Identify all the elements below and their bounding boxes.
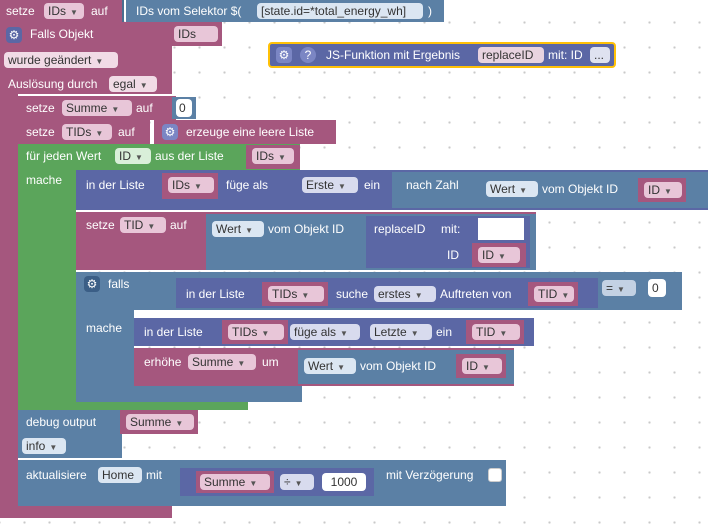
update-var-dropdown[interactable]: Summe ▼	[200, 474, 270, 490]
set-tids-setze: setze	[26, 125, 55, 139]
set-tid-var-dropdown[interactable]: TID ▼	[120, 217, 166, 233]
set-tid-value-dropdown[interactable]: Wert ▼	[212, 221, 264, 237]
set-tid-auf: auf	[170, 218, 187, 232]
js-gear-icon[interactable]: ⚙	[276, 47, 292, 63]
insert1-of-obj: vom Objekt ID	[542, 182, 619, 196]
update-delay-label: mit Verzögerung	[386, 468, 474, 482]
increment-var-dropdown[interactable]: Summe ▼	[188, 354, 256, 370]
foreach-var-dropdown[interactable]: ID ▼	[115, 148, 151, 164]
insert2-insert-dropdown[interactable]: füge als ▼	[290, 324, 360, 340]
selector-label: IDs vom Selektor $(	[136, 4, 242, 18]
help-icon[interactable]: ?	[300, 47, 316, 63]
selector-value-field[interactable]: [state.id=*total_energy_wh]	[257, 3, 423, 19]
insert2-label: in der Liste	[144, 325, 203, 339]
selector-close-paren: )	[428, 4, 432, 18]
set-tid-setze: setze	[86, 218, 115, 232]
foreach-list[interactable]: IDs ▼	[252, 148, 294, 164]
insert2-position-dropdown[interactable]: Letzte ▼	[370, 324, 432, 340]
set-ids-setze: setze	[6, 4, 35, 18]
increment-label: erhöhe	[144, 355, 182, 369]
insert2-tid-dropdown[interactable]: TID ▼	[472, 324, 520, 340]
update-label: aktualisiere	[26, 468, 87, 482]
if-operator-dropdown[interactable]: = ▼	[602, 280, 636, 296]
insert2-list-dropdown[interactable]: TIDs ▼	[228, 324, 284, 340]
foreach-bottom	[18, 400, 248, 410]
debug-var-dropdown[interactable]: Summe ▼	[126, 414, 194, 430]
replaceid-id-dropdown[interactable]: ID ▼	[478, 247, 520, 263]
set-tids-auf: auf	[118, 125, 135, 139]
js-function-block[interactable]	[268, 42, 616, 68]
insert1-ein: ein	[364, 178, 381, 192]
if-bottom	[76, 384, 302, 402]
if-falls-label: falls	[108, 277, 130, 291]
trigger-label: Falls Objekt	[30, 27, 94, 41]
insert1-insert-label: füge als	[226, 178, 269, 192]
replaceid-func-name: replaceID	[374, 222, 426, 236]
debug-level-dropdown[interactable]: info ▼	[22, 438, 66, 454]
set-tids-var-dropdown[interactable]: TIDs ▼	[62, 124, 112, 140]
insert1-label: in der Liste	[86, 178, 145, 192]
trigger-spine	[0, 94, 18, 508]
insert1-list-dropdown[interactable]: IDs ▼	[168, 177, 214, 193]
set-sum-var-dropdown[interactable]: Summe ▼	[62, 100, 132, 116]
empty-list-label: erzeuge eine leere Liste	[186, 125, 315, 139]
replaceid-mit: mit:	[441, 222, 461, 236]
if-tid-dropdown[interactable]: TID ▼	[534, 286, 574, 302]
trigger-bottom	[0, 506, 172, 518]
update-delay-checkbox[interactable]	[488, 468, 502, 482]
insert1-position-dropdown[interactable]: Erste ▼	[302, 177, 358, 193]
insert1-after-label: nach Zahl	[406, 178, 459, 192]
trigger-event-dropdown[interactable]: wurde geändert ▼	[4, 52, 118, 68]
increment-value-dropdown[interactable]: Wert ▼	[304, 358, 356, 374]
js-function-name[interactable]: replaceID	[478, 47, 544, 63]
if-gear-icon[interactable]: ⚙	[84, 276, 100, 292]
set-sum-auf: auf	[136, 101, 153, 115]
update-operator-dropdown[interactable]: ÷ ▼	[280, 474, 314, 490]
set-tid-of-obj: vom Objekt ID	[268, 222, 345, 236]
trigger-by-label: Auslösung durch	[8, 77, 98, 91]
if-occurrence-dropdown[interactable]: erstes ▼	[374, 286, 436, 302]
foreach-spine	[18, 170, 76, 402]
js-function-label: JS-Funktion mit Ergebnis	[326, 48, 461, 62]
foreach-label: für jeden Wert	[26, 149, 102, 163]
if-occurrence-label: Auftreten von	[440, 287, 512, 301]
trigger-gear-icon[interactable]: ⚙	[6, 27, 22, 43]
increment-um: um	[262, 355, 279, 369]
update-mit: mit	[146, 468, 162, 482]
list-gear-icon[interactable]: ⚙	[162, 124, 178, 140]
trigger-by-dropdown[interactable]: egal ▼	[109, 76, 157, 92]
foreach-mache: mache	[26, 173, 63, 187]
trigger-var[interactable]: IDs	[174, 26, 218, 42]
insert1-value-dropdown[interactable]: Wert ▼	[486, 181, 538, 197]
replaceid-param-label: ID	[447, 248, 459, 262]
foreach-from-label: aus der Liste	[155, 149, 224, 163]
set-ids-var-dropdown[interactable]: IDs ▼	[44, 3, 84, 19]
if-list-dropdown[interactable]: TIDs ▼	[268, 286, 324, 302]
if-mache-label: mache	[86, 321, 123, 335]
set-ids-auf: auf	[91, 4, 108, 18]
update-divisor-value[interactable]: 1000	[322, 473, 366, 491]
js-param-label: mit: ID	[548, 48, 583, 62]
set-sum-value[interactable]: 0	[176, 99, 192, 117]
update-target[interactable]: Home	[98, 467, 142, 483]
set-sum-setze: setze	[26, 101, 55, 115]
js-more-button[interactable]: ...	[590, 47, 610, 63]
if-search-label: suche	[336, 287, 369, 301]
increment-of-obj: vom Objekt ID	[360, 359, 437, 373]
increment-id-dropdown[interactable]: ID ▼	[462, 358, 502, 374]
debug-label: debug output	[26, 415, 97, 429]
empty-list-block[interactable]	[154, 120, 336, 144]
if-in-list-label: in der Liste	[186, 287, 245, 301]
insert2-ein: ein	[436, 325, 453, 339]
insert1-id-dropdown[interactable]: ID ▼	[644, 182, 682, 198]
if-compare-value[interactable]: 0	[648, 279, 666, 297]
